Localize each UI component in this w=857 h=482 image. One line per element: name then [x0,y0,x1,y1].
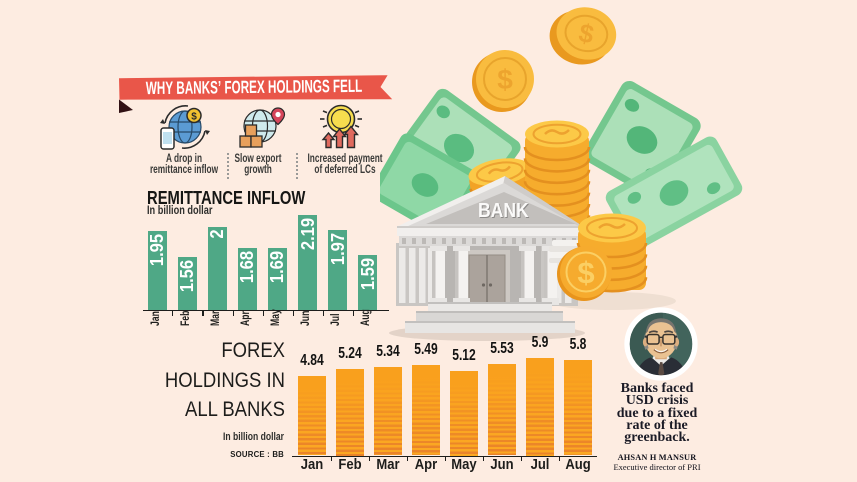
svg-text:BANK: BANK [479,200,530,222]
svg-text:$: $ [497,64,513,95]
svg-text:$: $ [576,17,597,49]
svg-text:$: $ [191,112,197,123]
svg-text:BANK: BANK [478,199,529,221]
svg-text:$: $ [577,255,594,290]
